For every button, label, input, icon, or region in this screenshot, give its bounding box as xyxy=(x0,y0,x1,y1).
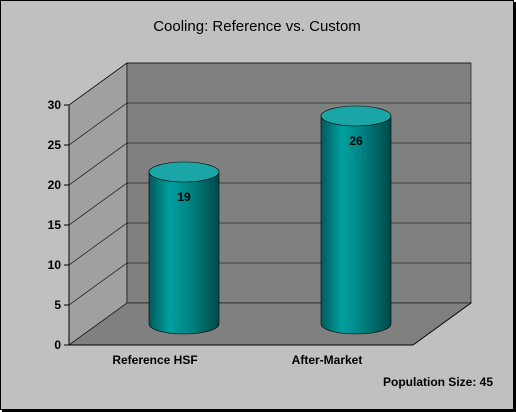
bar-top xyxy=(148,161,220,183)
x-tick-label: After-Market xyxy=(292,353,363,367)
bar: 26 xyxy=(320,105,392,335)
bar: 19 xyxy=(148,161,220,335)
floor xyxy=(68,302,472,346)
floor-edge xyxy=(412,302,472,346)
gridline-side xyxy=(68,182,128,226)
population-note: Population Size: 45 xyxy=(382,375,493,389)
gridline-side xyxy=(68,142,128,186)
data-label: 26 xyxy=(349,134,363,148)
y-tick-label: 15 xyxy=(48,218,62,232)
chart-title: Cooling: Reference vs. Custom xyxy=(153,18,361,35)
x-axis: Reference HSF After-Market xyxy=(69,302,472,367)
bar-body xyxy=(320,115,392,335)
y-axis: 0 5 10 15 20 25 30 xyxy=(48,98,70,352)
bar-top xyxy=(320,105,392,127)
y-tick-label: 20 xyxy=(48,178,62,192)
gridline-side xyxy=(68,222,128,266)
y-tick-label: 10 xyxy=(48,258,62,272)
x-tick-label: Reference HSF xyxy=(112,353,197,367)
data-label: 19 xyxy=(177,190,191,204)
y-tick-label: 5 xyxy=(54,298,61,312)
bar-body xyxy=(148,171,220,335)
gridline-side xyxy=(68,102,128,146)
gridline-side xyxy=(68,262,128,306)
gridline-side xyxy=(68,62,128,106)
y-tick-label: 0 xyxy=(54,338,61,352)
y-tick-label: 30 xyxy=(48,98,62,112)
y-tick-label: 25 xyxy=(48,138,62,152)
